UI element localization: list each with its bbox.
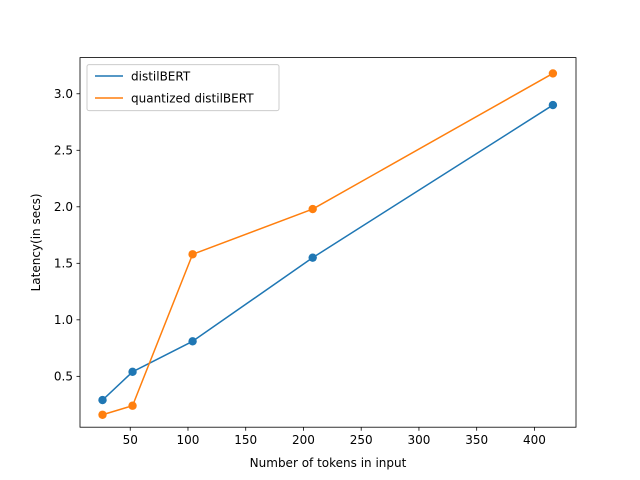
x-tick-label-300: 300: [407, 433, 430, 447]
x-tick-label-350: 350: [465, 433, 488, 447]
y-tick-label-2.5: 2.5: [54, 144, 73, 158]
y-axis-ticks: 0.5 1.0 1.5 2.0 2.5 3.0: [54, 87, 80, 384]
data-point-distilbert-4: [548, 100, 558, 110]
data-point-quantized-distilbert-4: [548, 69, 558, 78]
x-tick-label-50: 50: [123, 433, 138, 447]
data-point-quantized-distilbert-1: [128, 401, 137, 410]
data-point-quantized-distilbert-2: [188, 250, 197, 259]
x-axis-ticks: 50 100 150 200 250 300 350 400: [123, 427, 546, 447]
legend: distilBERT quantized distilBERT: [86, 64, 280, 112]
data-point-distilbert-3: [308, 253, 317, 262]
x-axis-label: Number of tokens in input: [250, 456, 407, 470]
y-tick-label-1.5: 1.5: [54, 257, 73, 271]
x-tick-label-150: 150: [234, 433, 257, 447]
data-point-quantized-distilbert-0: [98, 410, 107, 419]
legend-frame: [86, 64, 280, 112]
data-point-distilbert-0: [98, 395, 107, 405]
legend-label-distilbert: distilBERT: [131, 70, 191, 84]
y-tick-label-1: 1.0: [54, 313, 73, 327]
x-tick-label-200: 200: [292, 433, 315, 447]
x-tick-label-100: 100: [177, 433, 200, 447]
x-tick-label-250: 250: [350, 433, 373, 447]
legend-label-quantized-distilbert: quantized distilBERT: [131, 92, 254, 106]
data-point-quantized-distilbert-3: [308, 204, 317, 214]
y-tick-label-0.5: 0.5: [54, 370, 73, 384]
y-tick-label-3: 3.0: [54, 87, 73, 101]
y-tick-label-2: 2.0: [54, 200, 73, 214]
plot-points: [98, 69, 558, 419]
x-tick-label-400: 400: [523, 433, 546, 447]
data-point-distilbert-1: [128, 367, 137, 377]
y-axis-label: Latency(in secs): [29, 193, 43, 291]
data-point-distilbert-2: [188, 337, 197, 346]
plot-frame: [79, 57, 577, 428]
